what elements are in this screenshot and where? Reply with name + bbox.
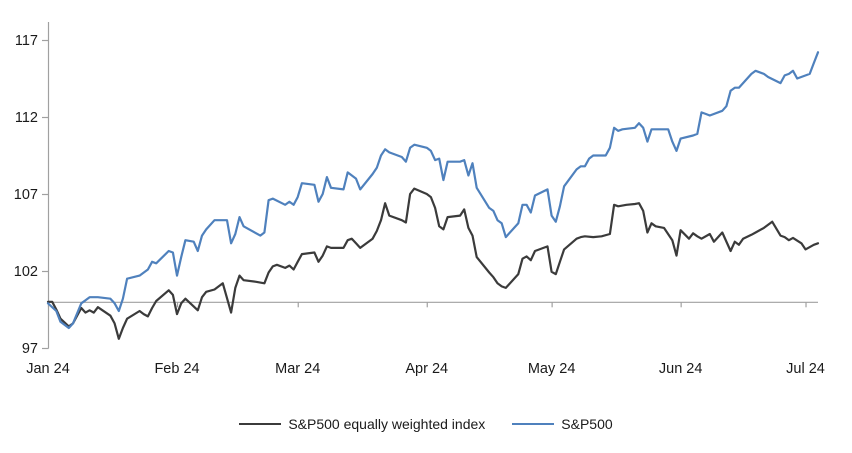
legend-item-sp500: S&P500 xyxy=(512,416,613,432)
legend-item-sp500-equal-weight: S&P500 equally weighted index xyxy=(239,416,485,432)
legend-swatch-sp500 xyxy=(512,422,555,426)
axis-labels-layer: 97 102 107 112 117 Jan 24 Feb 24 Mar 24 Apr 24 Ma… xyxy=(14,33,825,377)
y-axis-tick-label: 117 xyxy=(15,33,38,49)
y-axis-tick-label: 107 xyxy=(14,187,38,203)
axes-layer xyxy=(42,22,818,350)
x-axis-tick-label: Feb 24 xyxy=(154,361,199,377)
x-axis-tick-label: Jun 24 xyxy=(659,361,703,377)
y-axis-tick-label: 97 xyxy=(22,341,38,357)
x-axis-tick-label: Jan 24 xyxy=(26,361,70,377)
x-axis-tick-label: Jul 24 xyxy=(786,361,825,377)
series-line-s-p500-equally-weighted-index xyxy=(46,187,820,340)
legend-label-sp500-equal-weight: S&P500 equally weighted index xyxy=(288,416,486,432)
indexed-performance-line-chart: 97 102 107 112 117 Jan 24 Feb 24 Mar 24 Apr 24 Ma… xyxy=(14,22,825,377)
series-line-s-p500 xyxy=(46,51,820,330)
y-axis-tick-label: 102 xyxy=(14,264,38,280)
x-axis-tick-label: Mar 24 xyxy=(275,361,320,377)
chart-legend: S&P500 equally weighted index S&P500 xyxy=(0,409,852,439)
series-layer xyxy=(46,51,820,340)
x-axis-tick-label: May 24 xyxy=(528,361,576,377)
legend-label-sp500: S&P500 xyxy=(561,416,613,432)
legend-swatch-sp500-equal-weight xyxy=(239,422,282,426)
x-axis-tick-label: Apr 24 xyxy=(405,361,448,377)
y-axis-tick-label: 112 xyxy=(15,110,38,126)
